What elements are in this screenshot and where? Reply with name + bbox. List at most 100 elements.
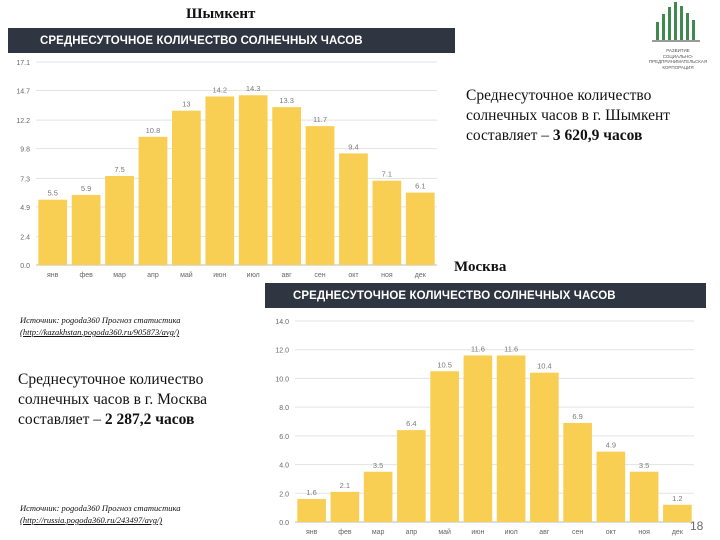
shymkent-description: Среднесуточное количество солнечных часо…	[466, 86, 706, 146]
data-label: 6.1	[415, 182, 425, 191]
bar-июн	[463, 355, 493, 522]
bar-окт	[596, 451, 626, 522]
shymkent-chart-header: СРЕДНЕСУТОЧНОЕ КОЛИЧЕСТВО СОЛНЕЧНЫХ ЧАСО…	[8, 28, 455, 53]
bar-янв	[297, 499, 326, 522]
data-label: 3.5	[373, 461, 383, 470]
bar-дек	[663, 504, 692, 522]
x-tick-label: июн	[471, 529, 484, 536]
y-tick-label: 14.7	[16, 88, 30, 95]
bar-сен	[305, 126, 335, 266]
bar-фев	[330, 491, 360, 522]
moscow-source: Источник: pogoda360 Прогноз статистика (…	[20, 502, 260, 526]
moscow-description-value: 2 287,2 часов	[104, 411, 195, 428]
data-label: 1.2	[672, 494, 682, 503]
moscow-description: Среднесуточное количество солнечных часо…	[18, 370, 258, 430]
moscow-sunshine-chart: 0.0 2.0 4.0 6.0 8.0 10.0 12.0 14.0 1.6 янв 2.1 фев 3…	[265, 308, 706, 536]
y-tick-label: 4.0	[279, 463, 289, 470]
bar-сен	[563, 422, 592, 522]
data-label: 11.6	[471, 344, 485, 353]
data-label: 14.3	[246, 84, 261, 93]
y-tick-label: 17.1	[16, 60, 30, 67]
y-tick-label: 10.0	[275, 376, 289, 383]
x-tick-label: май	[180, 271, 193, 279]
bar-дек	[405, 192, 435, 265]
x-tick-label: май	[438, 528, 451, 536]
corporation-logo: РАЗВИТИЕ СОЦИАЛЬНО- ПРЕДПРИНИМАТЕЛЬСКАЯ КОР…	[640, 2, 716, 70]
data-label: 1.6	[306, 488, 316, 497]
bar-июл	[238, 95, 268, 265]
shymkent-chart-title: СРЕДНЕСУТОЧНОЕ КОЛИЧЕСТВО СОЛНЕЧНЫХ ЧАСО…	[40, 34, 363, 47]
y-tick-label: 12.2	[16, 118, 30, 125]
data-label: 10.8	[146, 126, 161, 135]
data-label: 4.9	[606, 441, 616, 450]
data-label: 14.2	[212, 85, 227, 94]
x-tick-label: апр	[147, 272, 159, 279]
x-tick-label: янв	[306, 529, 318, 536]
bar-июл	[496, 355, 526, 522]
x-tick-label: окт	[606, 529, 617, 536]
bar-ноя	[629, 471, 659, 522]
moscow-chart-header: СРЕДНЕСУТОЧНОЕ КОЛИЧЕСТВО СОЛНЕЧНЫХ ЧАСО…	[265, 283, 706, 308]
logo-caption-line: РАЗВИТИЕ	[666, 48, 690, 53]
moscow-source-label: Источник: pogoda360 Прогноз статистика	[20, 503, 181, 513]
bar-май	[172, 110, 201, 265]
data-label: 10.5	[437, 360, 452, 369]
moscow-city-title: Москва	[454, 259, 507, 275]
shymkent-source: Источник: pogoda360 Прогноз статистика (…	[20, 314, 280, 338]
x-tick-label: авг	[282, 272, 293, 279]
data-label: 10.4	[537, 362, 552, 371]
y-tick-label: 7.3	[20, 176, 30, 183]
y-tick-label: 6.0	[279, 434, 289, 441]
x-tick-label: ноя	[638, 529, 650, 536]
data-label: 2.1	[340, 481, 350, 490]
x-tick-label: мар	[372, 529, 385, 536]
shymkent-source-link[interactable]: (http://kazakhstan.pogoda360.ru/905873/a…	[20, 327, 180, 337]
moscow-source-link[interactable]: (http://russia.pogoda360.ru/243497/avg/)	[20, 515, 163, 525]
y-tick-label: 4.9	[20, 205, 30, 212]
shymkent-description-value: 3 620,9 часов	[552, 127, 643, 144]
x-tick-label: авг	[539, 529, 550, 536]
logo-caption: РАЗВИТИЕ СОЦИАЛЬНО- ПРЕДПРИНИМАТЕЛЬСКАЯ КОР…	[640, 48, 716, 70]
data-label: 9.4	[348, 142, 358, 151]
y-tick-label: 2.0	[279, 491, 289, 498]
x-tick-label: мар	[113, 272, 126, 279]
logo-caption-line: ПРЕДПРИНИМАТЕЛЬСКАЯ	[648, 59, 708, 64]
data-label: 11.7	[313, 115, 327, 124]
logo-caption-line: СОЦИАЛЬНО-	[662, 53, 694, 59]
x-tick-label: окт	[348, 272, 359, 279]
x-tick-label: ноя	[381, 272, 393, 279]
moscow-chart-title: СРЕДНЕСУТОЧНОЕ КОЛИЧЕСТВО СОЛНЕЧНЫХ ЧАСО…	[293, 289, 616, 302]
x-tick-label: янв	[47, 272, 59, 279]
bar-июн	[205, 96, 235, 265]
shymkent-description-text: Среднесуточное количество солнечных часо…	[466, 87, 671, 144]
bar-май	[430, 371, 459, 522]
data-label: 7.1	[382, 170, 392, 179]
y-tick-label: 9.8	[20, 147, 30, 154]
y-tick-label: 0.0	[279, 520, 289, 527]
y-tick-label: 8.0	[279, 405, 289, 412]
x-tick-label: сен	[572, 529, 583, 536]
data-label: 13	[182, 100, 190, 109]
bar-мар	[105, 175, 134, 265]
data-label: 6.9	[572, 412, 582, 421]
data-label: 11.6	[504, 344, 518, 353]
shymkent-source-label: Источник: pogoda360 Прогноз статистика	[20, 315, 181, 325]
y-tick-label: 14.0	[275, 319, 289, 326]
bar-янв	[38, 199, 68, 265]
moscow-description-text: Среднесуточное количество солнечных часо…	[18, 371, 208, 428]
x-tick-label: апр	[406, 529, 418, 536]
y-tick-label: 2.4	[20, 235, 30, 242]
data-label: 13.3	[279, 96, 294, 105]
data-label: 6.4	[406, 419, 416, 428]
bar-апр	[397, 430, 426, 522]
bar-мар	[363, 471, 393, 522]
page-number: 18	[690, 519, 704, 533]
data-label: 5.5	[47, 189, 57, 198]
bar-авг	[530, 372, 559, 522]
shymkent-sunshine-chart: 0.0 2.4 4.9 7.3 9.8 12.2 14.7 17.1 5.5 янв 5.9 фев 7…	[8, 53, 455, 283]
bar-авг	[272, 107, 301, 265]
x-tick-label: июл	[247, 272, 260, 279]
data-label: 3.5	[639, 461, 649, 470]
x-tick-label: фев	[338, 529, 352, 536]
x-tick-label: июн	[213, 272, 226, 279]
